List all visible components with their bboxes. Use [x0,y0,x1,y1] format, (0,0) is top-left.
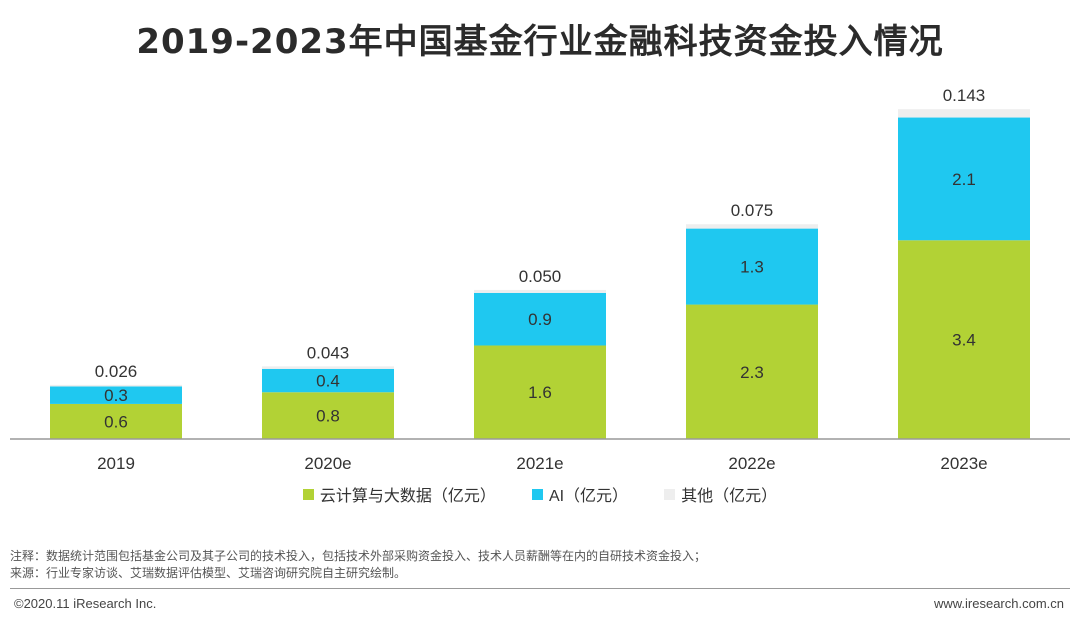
x-tick-label-2019: 2019 [97,454,135,473]
bar-2020e-series-0 [262,392,394,439]
footer-website[interactable]: www.iresearch.com.cn [933,596,1064,611]
x-tick-label-2020e: 2020e [304,454,351,473]
data-label-2021e-series-0: 1.6 [528,383,552,402]
data-label-2021e-series-2: 0.050 [519,267,562,286]
chart-notes: 注释：数据统计范围包括基金公司及其子公司的技术投入，包括技术外部采购资金投入、技… [10,548,706,582]
legend-label-ai: AI（亿元） [548,488,629,505]
bar-2023e-series-0 [898,240,1030,439]
note-text: 注释：数据统计范围包括基金公司及其子公司的技术投入，包括技术外部采购资金投入、技… [10,549,707,563]
bar-2022e-series-2 [686,224,818,229]
data-label-2019-series-1: 0.3 [104,386,128,405]
data-label-2021e-series-1: 0.9 [528,310,552,329]
bar-2019-series-2 [50,384,182,387]
bar-2022e-series-1 [686,228,818,305]
data-label-2023e-series-1: 2.1 [952,170,976,189]
chart-legend: 云计算与大数据（亿元） AI（亿元） 其他（亿元） [0,482,1080,506]
data-label-2022e-series-0: 2.3 [740,363,764,382]
bar-2019-series-0 [50,403,182,439]
legend-item-ai: AI（亿元） [531,482,629,506]
data-label-2022e-series-1: 1.3 [740,258,764,277]
x-tick-label-2022e: 2022e [728,454,775,473]
legend-swatch-cloud [302,488,314,500]
legend-item-other: 其他（亿元） [664,482,777,506]
data-label-2019-series-2: 0.026 [95,362,138,381]
chart-title: 2019-2023年中国基金行业金融科技资金投入情况 [136,22,944,62]
bar-2020e-series-2 [262,366,394,369]
data-label-2020e-series-2: 0.043 [307,343,350,362]
legend-swatch-other [664,488,676,500]
footer-copyright: ©2020.11 iResearch Inc. [14,596,157,611]
x-tick-label-2021e: 2021e [516,454,563,473]
bar-2021e-series-1 [474,292,606,346]
bar-2023e-series-1 [898,117,1030,241]
bar-2020e-series-1 [262,368,394,393]
data-label-2023e-series-2: 0.143 [943,86,986,105]
bar-2023e-series-2 [898,109,1030,118]
bar-2022e-series-0 [686,304,818,439]
legend-swatch-ai [531,488,543,500]
data-label-2020e-series-0: 0.8 [316,407,340,426]
legend-label-other: 其他（亿元） [681,488,778,505]
legend-label-cloud: 云计算与大数据（亿元） [319,488,496,505]
data-label-2019-series-0: 0.6 [104,412,128,431]
bar-2021e-series-0 [474,345,606,439]
x-tick-label-2023e: 2023e [940,454,987,473]
legend-item-cloud: 云计算与大数据（亿元） [302,482,496,506]
footer-divider [10,588,1070,589]
source-text: 来源：行业专家访谈、艾瑞数据评估模型、艾瑞咨询研究院自主研究绘制。 [10,566,407,580]
data-label-2020e-series-1: 0.4 [316,372,340,391]
bar-2021e-series-2 [474,289,606,293]
bar-2019-series-1 [50,386,182,404]
stacked-bar-chart: 0.6 0.3 0.026 2019 0.8 0.4 0.043 2020e 1.6 0.9 0.0… [10,86,1070,473]
data-label-2022e-series-2: 0.075 [731,201,774,220]
data-label-2023e-series-0: 3.4 [952,331,976,350]
